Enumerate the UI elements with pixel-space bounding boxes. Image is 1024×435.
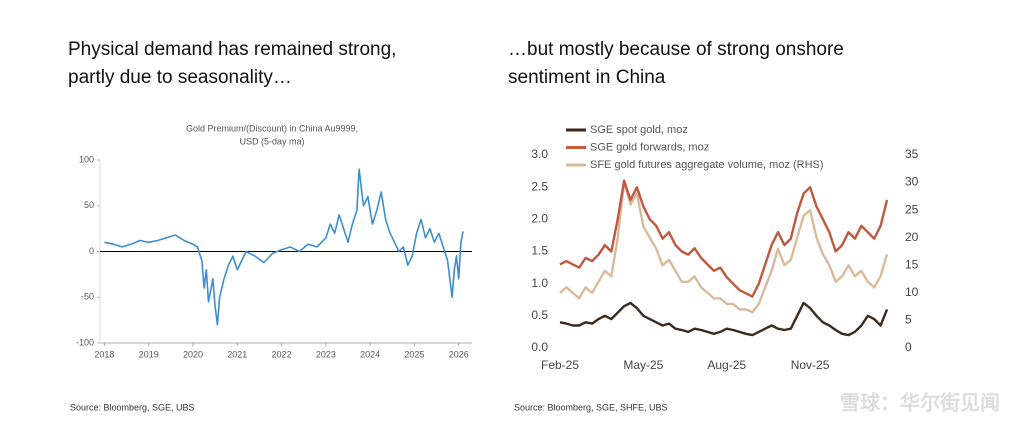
y2-tick-label: 25 [905, 202, 919, 216]
y2-tick-label: 20 [905, 230, 919, 244]
chart-title: Gold Premium/(Discount) in China Au9999, [186, 123, 358, 133]
source-note: Source: Bloomberg, SGE, SHFE, UBS [514, 402, 668, 412]
x-tick-label: Feb-25 [541, 358, 579, 372]
x-tick-label: 2018 [94, 349, 114, 359]
y2-tick-label: 35 [905, 147, 919, 161]
x-tick-label: May-25 [623, 358, 663, 372]
y-tick-label: 2.0 [531, 212, 548, 226]
data-line [104, 168, 464, 326]
y-tick-label: 1.0 [531, 276, 548, 290]
legend-label: SFE gold futures aggregate volume, moz (… [590, 159, 824, 171]
y-tick-label: 0 [89, 246, 94, 256]
panel-heading: partly due to seasonality… [68, 67, 292, 88]
y-tick-label: 2.5 [531, 179, 548, 193]
y-tick-label: 100 [79, 154, 94, 164]
panel-heading: sentiment in China [508, 67, 666, 88]
legend-label: SGE spot gold, moz [590, 124, 688, 136]
x-tick-label: 2019 [139, 349, 159, 359]
x-tick-label: 2021 [227, 349, 247, 359]
x-tick-label: 2020 [183, 349, 203, 359]
chart-title: USD (5-day ma) [239, 136, 304, 146]
x-tick-label: 2023 [316, 349, 336, 359]
panel-heading: Physical demand has remained strong, [68, 39, 396, 60]
y2-tick-label: 30 [905, 175, 919, 189]
legend-label: SGE gold forwards, moz [590, 141, 709, 153]
y2-tick-label: 5 [905, 313, 912, 327]
panel-heading: …but mostly because of strong onshore [508, 39, 844, 60]
series-line [559, 181, 889, 314]
source-note: Source: Bloomberg, SGE, UBS [70, 402, 195, 412]
y-tick-label: 1.5 [531, 244, 548, 258]
y2-tick-label: 10 [905, 285, 919, 299]
y-tick-label: 0.5 [531, 308, 548, 322]
y2-tick-label: 15 [905, 257, 919, 271]
watermark: 雪球：华尔街见闻 [840, 390, 1000, 414]
series-line [559, 179, 889, 298]
x-tick-label: Aug-25 [707, 358, 746, 372]
y-tick-label: 3.0 [531, 147, 548, 161]
y2-tick-label: 0 [905, 340, 912, 354]
x-tick-label: 2024 [360, 349, 380, 359]
y-tick-label: -100 [76, 337, 94, 347]
y-tick-label: 0.0 [531, 340, 548, 354]
y-tick-label: 50 [84, 200, 94, 210]
x-tick-label: 2025 [404, 349, 424, 359]
x-tick-label: 2022 [272, 349, 292, 359]
x-tick-label: 2026 [449, 349, 469, 359]
x-tick-label: Nov-25 [791, 358, 830, 372]
series-line [559, 301, 889, 337]
y-tick-label: -50 [81, 292, 94, 302]
